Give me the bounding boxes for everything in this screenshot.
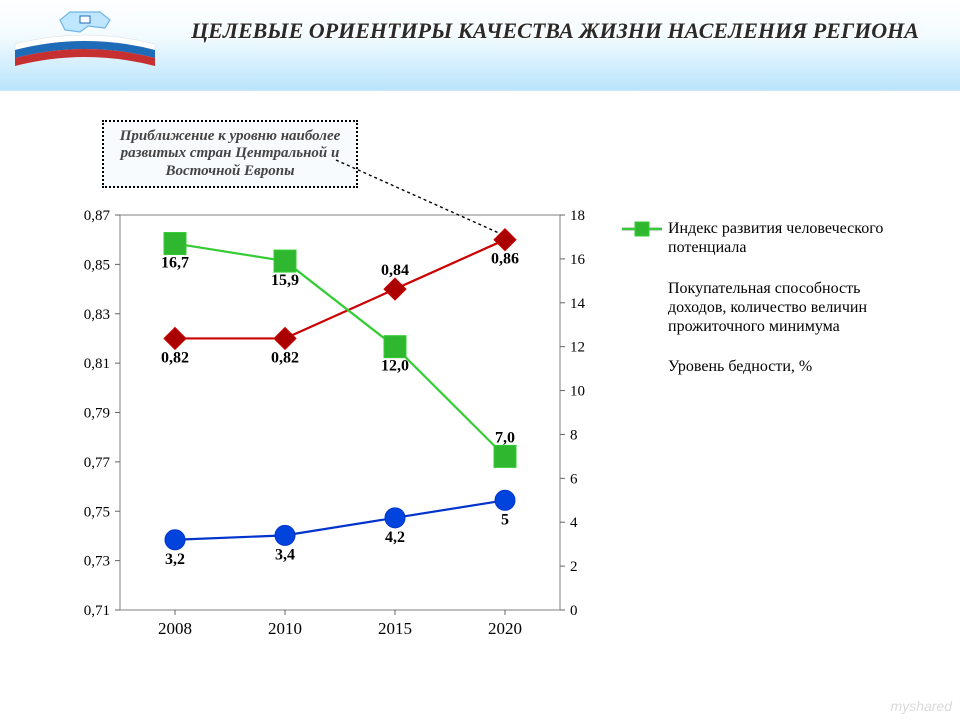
watermark: myshared	[891, 698, 952, 714]
svg-text:3,4: 3,4	[275, 546, 295, 563]
svg-text:6: 6	[570, 471, 578, 487]
legend: Индекс развития человеческого потенциала…	[620, 220, 920, 400]
svg-text:0,79: 0,79	[84, 406, 110, 422]
page-title: ЦЕЛЕВЫЕ ОРИЕНТИРЫ КАЧЕСТВА ЖИЗНИ НАСЕЛЕН…	[170, 18, 940, 44]
svg-text:4: 4	[570, 515, 578, 531]
svg-text:10: 10	[570, 384, 585, 400]
chart: Приближение к уровню наиболее развитых с…	[50, 120, 930, 680]
svg-text:8: 8	[570, 427, 578, 443]
svg-text:0,85: 0,85	[84, 257, 110, 273]
logo	[10, 6, 160, 76]
legend-label: Уровень бедности, %	[668, 358, 812, 377]
svg-text:12,0: 12,0	[381, 358, 409, 375]
svg-text:0,82: 0,82	[161, 349, 189, 366]
svg-text:2010: 2010	[268, 619, 302, 638]
svg-text:0,77: 0,77	[84, 455, 111, 471]
svg-text:0,86: 0,86	[491, 251, 519, 268]
svg-text:7,0: 7,0	[495, 429, 515, 446]
svg-text:0,83: 0,83	[84, 307, 110, 323]
svg-text:12: 12	[570, 340, 585, 356]
svg-text:0,81: 0,81	[84, 356, 110, 372]
svg-text:3,2: 3,2	[165, 551, 185, 568]
svg-text:2015: 2015	[378, 619, 412, 638]
svg-text:0,82: 0,82	[271, 349, 299, 366]
svg-text:2020: 2020	[488, 619, 522, 638]
svg-text:0,71: 0,71	[84, 603, 110, 619]
svg-text:18: 18	[570, 208, 585, 224]
legend-label: Покупательная способность доходов, колич…	[668, 280, 920, 337]
svg-text:0,84: 0,84	[381, 262, 409, 279]
svg-text:0,87: 0,87	[84, 208, 111, 224]
svg-text:14: 14	[570, 296, 586, 312]
legend-item-poverty: Уровень бедности, %	[620, 358, 920, 378]
header: ЦЕЛЕВЫЕ ОРИЕНТИРЫ КАЧЕСТВА ЖИЗНИ НАСЕЛЕН…	[0, 0, 960, 91]
svg-text:5: 5	[501, 511, 509, 528]
svg-text:16,7: 16,7	[161, 255, 189, 272]
svg-text:0: 0	[570, 603, 578, 619]
legend-item-hdi: Индекс развития человеческого потенциала	[620, 220, 920, 258]
svg-text:0,73: 0,73	[84, 554, 110, 570]
svg-text:2008: 2008	[158, 619, 192, 638]
svg-text:16: 16	[570, 252, 586, 268]
svg-text:4,2: 4,2	[385, 529, 405, 546]
legend-label: Индекс развития человеческого потенциала	[668, 220, 920, 258]
svg-text:2: 2	[570, 559, 578, 575]
svg-text:15,9: 15,9	[271, 272, 299, 289]
svg-text:0,75: 0,75	[84, 504, 110, 520]
legend-item-purch: Покупательная способность доходов, колич…	[620, 280, 920, 337]
